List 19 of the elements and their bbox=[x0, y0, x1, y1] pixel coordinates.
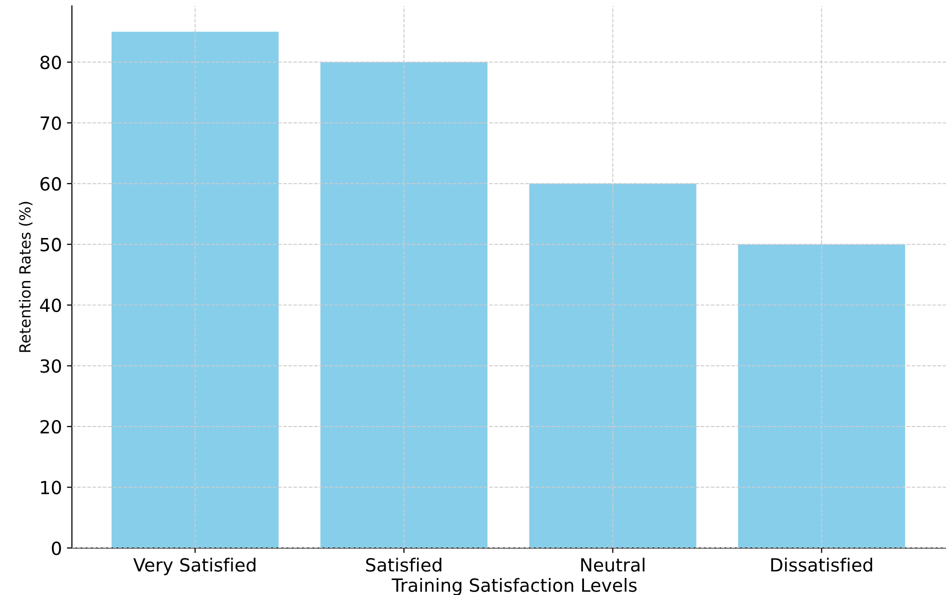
y-tick-label: 80 bbox=[40, 56, 61, 70]
y-tick-label: 20 bbox=[40, 420, 61, 434]
x-tick-label: Very Satisfied bbox=[133, 558, 256, 576]
x-tick-label: Satisfied bbox=[366, 558, 442, 572]
y-tick-label: 50 bbox=[40, 238, 61, 252]
y-tick-label: 10 bbox=[41, 480, 61, 494]
y-tick-label: 60 bbox=[40, 177, 61, 191]
bar bbox=[529, 184, 696, 548]
x-tick-label: Neutral bbox=[581, 558, 644, 572]
y-axis-title: Retention Rates (%) bbox=[18, 202, 32, 352]
y-tick-label: 40 bbox=[40, 298, 61, 312]
bar bbox=[112, 32, 279, 548]
bar bbox=[738, 244, 906, 548]
bar bbox=[320, 62, 488, 548]
y-tick-label: 0 bbox=[52, 541, 61, 556]
y-tick-label: 30 bbox=[40, 359, 61, 373]
x-axis-title: Training Satisfaction Levels bbox=[392, 578, 637, 595]
y-tick-label: 70 bbox=[40, 116, 61, 130]
x-tick-label: Dissatisfied bbox=[771, 558, 872, 572]
